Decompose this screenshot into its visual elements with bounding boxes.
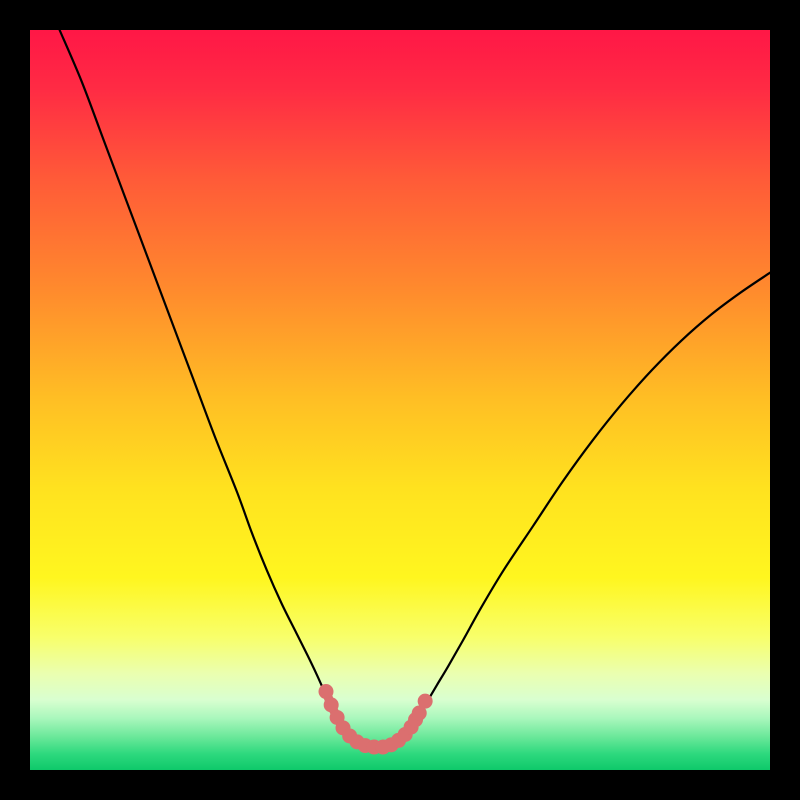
- valley-marker: [418, 694, 433, 709]
- valley-marker: [319, 684, 334, 699]
- chart-svg: [0, 0, 800, 800]
- plot-background: [30, 30, 770, 770]
- chart-stage: TheBottleneck.com: [0, 0, 800, 800]
